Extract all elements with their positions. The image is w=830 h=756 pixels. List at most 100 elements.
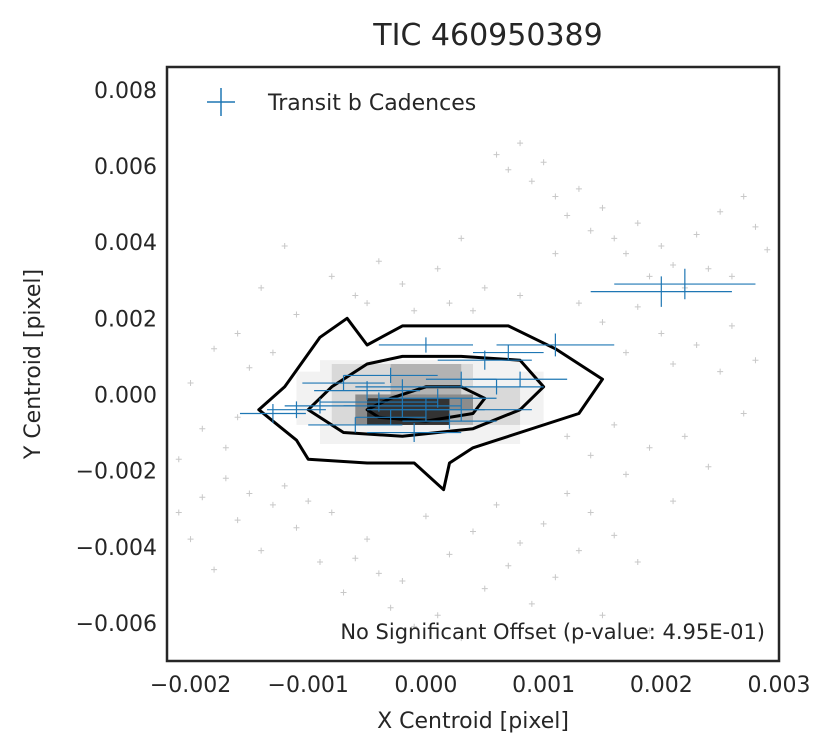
background-point bbox=[752, 223, 759, 230]
background-point bbox=[658, 330, 665, 337]
x-tick-label: −0.002 bbox=[150, 673, 231, 698]
background-point bbox=[552, 193, 559, 200]
y-tick-label: −0.002 bbox=[76, 460, 157, 485]
background-point bbox=[599, 612, 606, 619]
transit-point bbox=[449, 379, 544, 395]
x-tick-label: −0.001 bbox=[268, 673, 349, 698]
background-point bbox=[222, 475, 229, 482]
background-point bbox=[670, 361, 677, 367]
density-contour bbox=[306, 354, 546, 438]
background-point bbox=[458, 635, 465, 642]
background-point bbox=[246, 364, 253, 371]
transit-point bbox=[320, 392, 438, 412]
background-point bbox=[611, 235, 618, 242]
background-point bbox=[575, 185, 582, 192]
offset-annotation: No Significant Offset (p-value: 4.95E-01… bbox=[340, 620, 765, 644]
background-point bbox=[446, 551, 453, 558]
transit-point bbox=[378, 337, 473, 353]
background-point bbox=[717, 368, 724, 375]
x-axis-label: X Centroid [pixel] bbox=[377, 709, 569, 734]
background-point bbox=[575, 300, 582, 307]
background-point bbox=[540, 159, 547, 166]
background-point bbox=[728, 273, 735, 280]
legend-label-transit: Transit b Cadences bbox=[267, 91, 476, 116]
plot-frame bbox=[165, 65, 781, 663]
background-point bbox=[670, 262, 677, 268]
background-point bbox=[740, 193, 747, 200]
background-point bbox=[623, 349, 629, 356]
background-point bbox=[693, 231, 700, 238]
legend: Transit b Cadences bbox=[207, 88, 476, 116]
background-point bbox=[222, 444, 229, 451]
background-point bbox=[587, 509, 594, 516]
background-point bbox=[187, 536, 194, 543]
x-tick-label: 0.002 bbox=[630, 673, 693, 698]
y-tick-label: 0.002 bbox=[94, 307, 157, 332]
background-point bbox=[364, 536, 371, 543]
background-point bbox=[564, 212, 571, 219]
transit-point bbox=[437, 350, 532, 370]
transit-point bbox=[378, 388, 497, 408]
background-point bbox=[470, 307, 476, 314]
background-point bbox=[364, 300, 371, 307]
background-point bbox=[317, 559, 323, 565]
y-tick-label: 0.004 bbox=[94, 231, 157, 256]
background-point bbox=[646, 627, 653, 634]
background-point bbox=[411, 623, 418, 630]
background-point bbox=[611, 532, 618, 539]
background-point bbox=[422, 513, 429, 520]
background-point bbox=[175, 509, 182, 516]
x-tick-label: 0.000 bbox=[394, 673, 457, 698]
y-axis-ticks: 0.008 0.006 0.004 0.002 0.000 −0.002 −0.004 −0.… bbox=[76, 79, 157, 637]
background-point bbox=[199, 425, 206, 432]
background-point bbox=[481, 284, 488, 291]
background-point bbox=[517, 140, 524, 147]
background-point bbox=[234, 414, 241, 421]
background-point bbox=[528, 178, 535, 185]
transit-point bbox=[308, 417, 403, 433]
background-point bbox=[587, 452, 594, 459]
background-point bbox=[269, 501, 276, 508]
background-point bbox=[293, 311, 300, 318]
y-tick-label: 0.008 bbox=[94, 79, 157, 104]
background-point bbox=[211, 566, 218, 573]
background-point bbox=[505, 166, 512, 173]
background-point bbox=[528, 600, 535, 607]
transit-point bbox=[302, 375, 385, 391]
background-point bbox=[564, 490, 571, 497]
background-point bbox=[434, 612, 441, 619]
background-point bbox=[493, 501, 500, 508]
background-point bbox=[634, 220, 641, 227]
transit-point bbox=[473, 344, 544, 361]
transit-point bbox=[590, 276, 732, 307]
background-point bbox=[552, 574, 559, 581]
transit-point bbox=[239, 403, 306, 424]
background-point bbox=[340, 589, 347, 596]
transit-point bbox=[390, 398, 532, 422]
background-point bbox=[352, 555, 359, 562]
background-point bbox=[446, 300, 453, 307]
y-tick-label: −0.004 bbox=[76, 536, 157, 561]
background-point bbox=[434, 265, 441, 272]
y-tick-label: 0.000 bbox=[94, 383, 157, 408]
background-point bbox=[187, 380, 194, 387]
background-point bbox=[646, 273, 653, 280]
transit-point bbox=[355, 409, 426, 425]
background-point bbox=[293, 524, 300, 531]
background-point bbox=[493, 151, 500, 158]
density-contour bbox=[257, 316, 604, 492]
background-point bbox=[481, 585, 488, 592]
background-cadences bbox=[175, 140, 771, 642]
background-point bbox=[717, 208, 724, 215]
transit-b-cadences bbox=[239, 268, 756, 443]
background-point bbox=[728, 322, 735, 329]
background-point bbox=[375, 570, 382, 577]
background-point bbox=[540, 520, 547, 527]
y-tick-label: 0.006 bbox=[94, 155, 157, 180]
background-point bbox=[234, 517, 241, 524]
background-point bbox=[375, 258, 382, 265]
background-point bbox=[399, 281, 406, 288]
background-point bbox=[658, 242, 665, 249]
background-point bbox=[517, 292, 524, 299]
